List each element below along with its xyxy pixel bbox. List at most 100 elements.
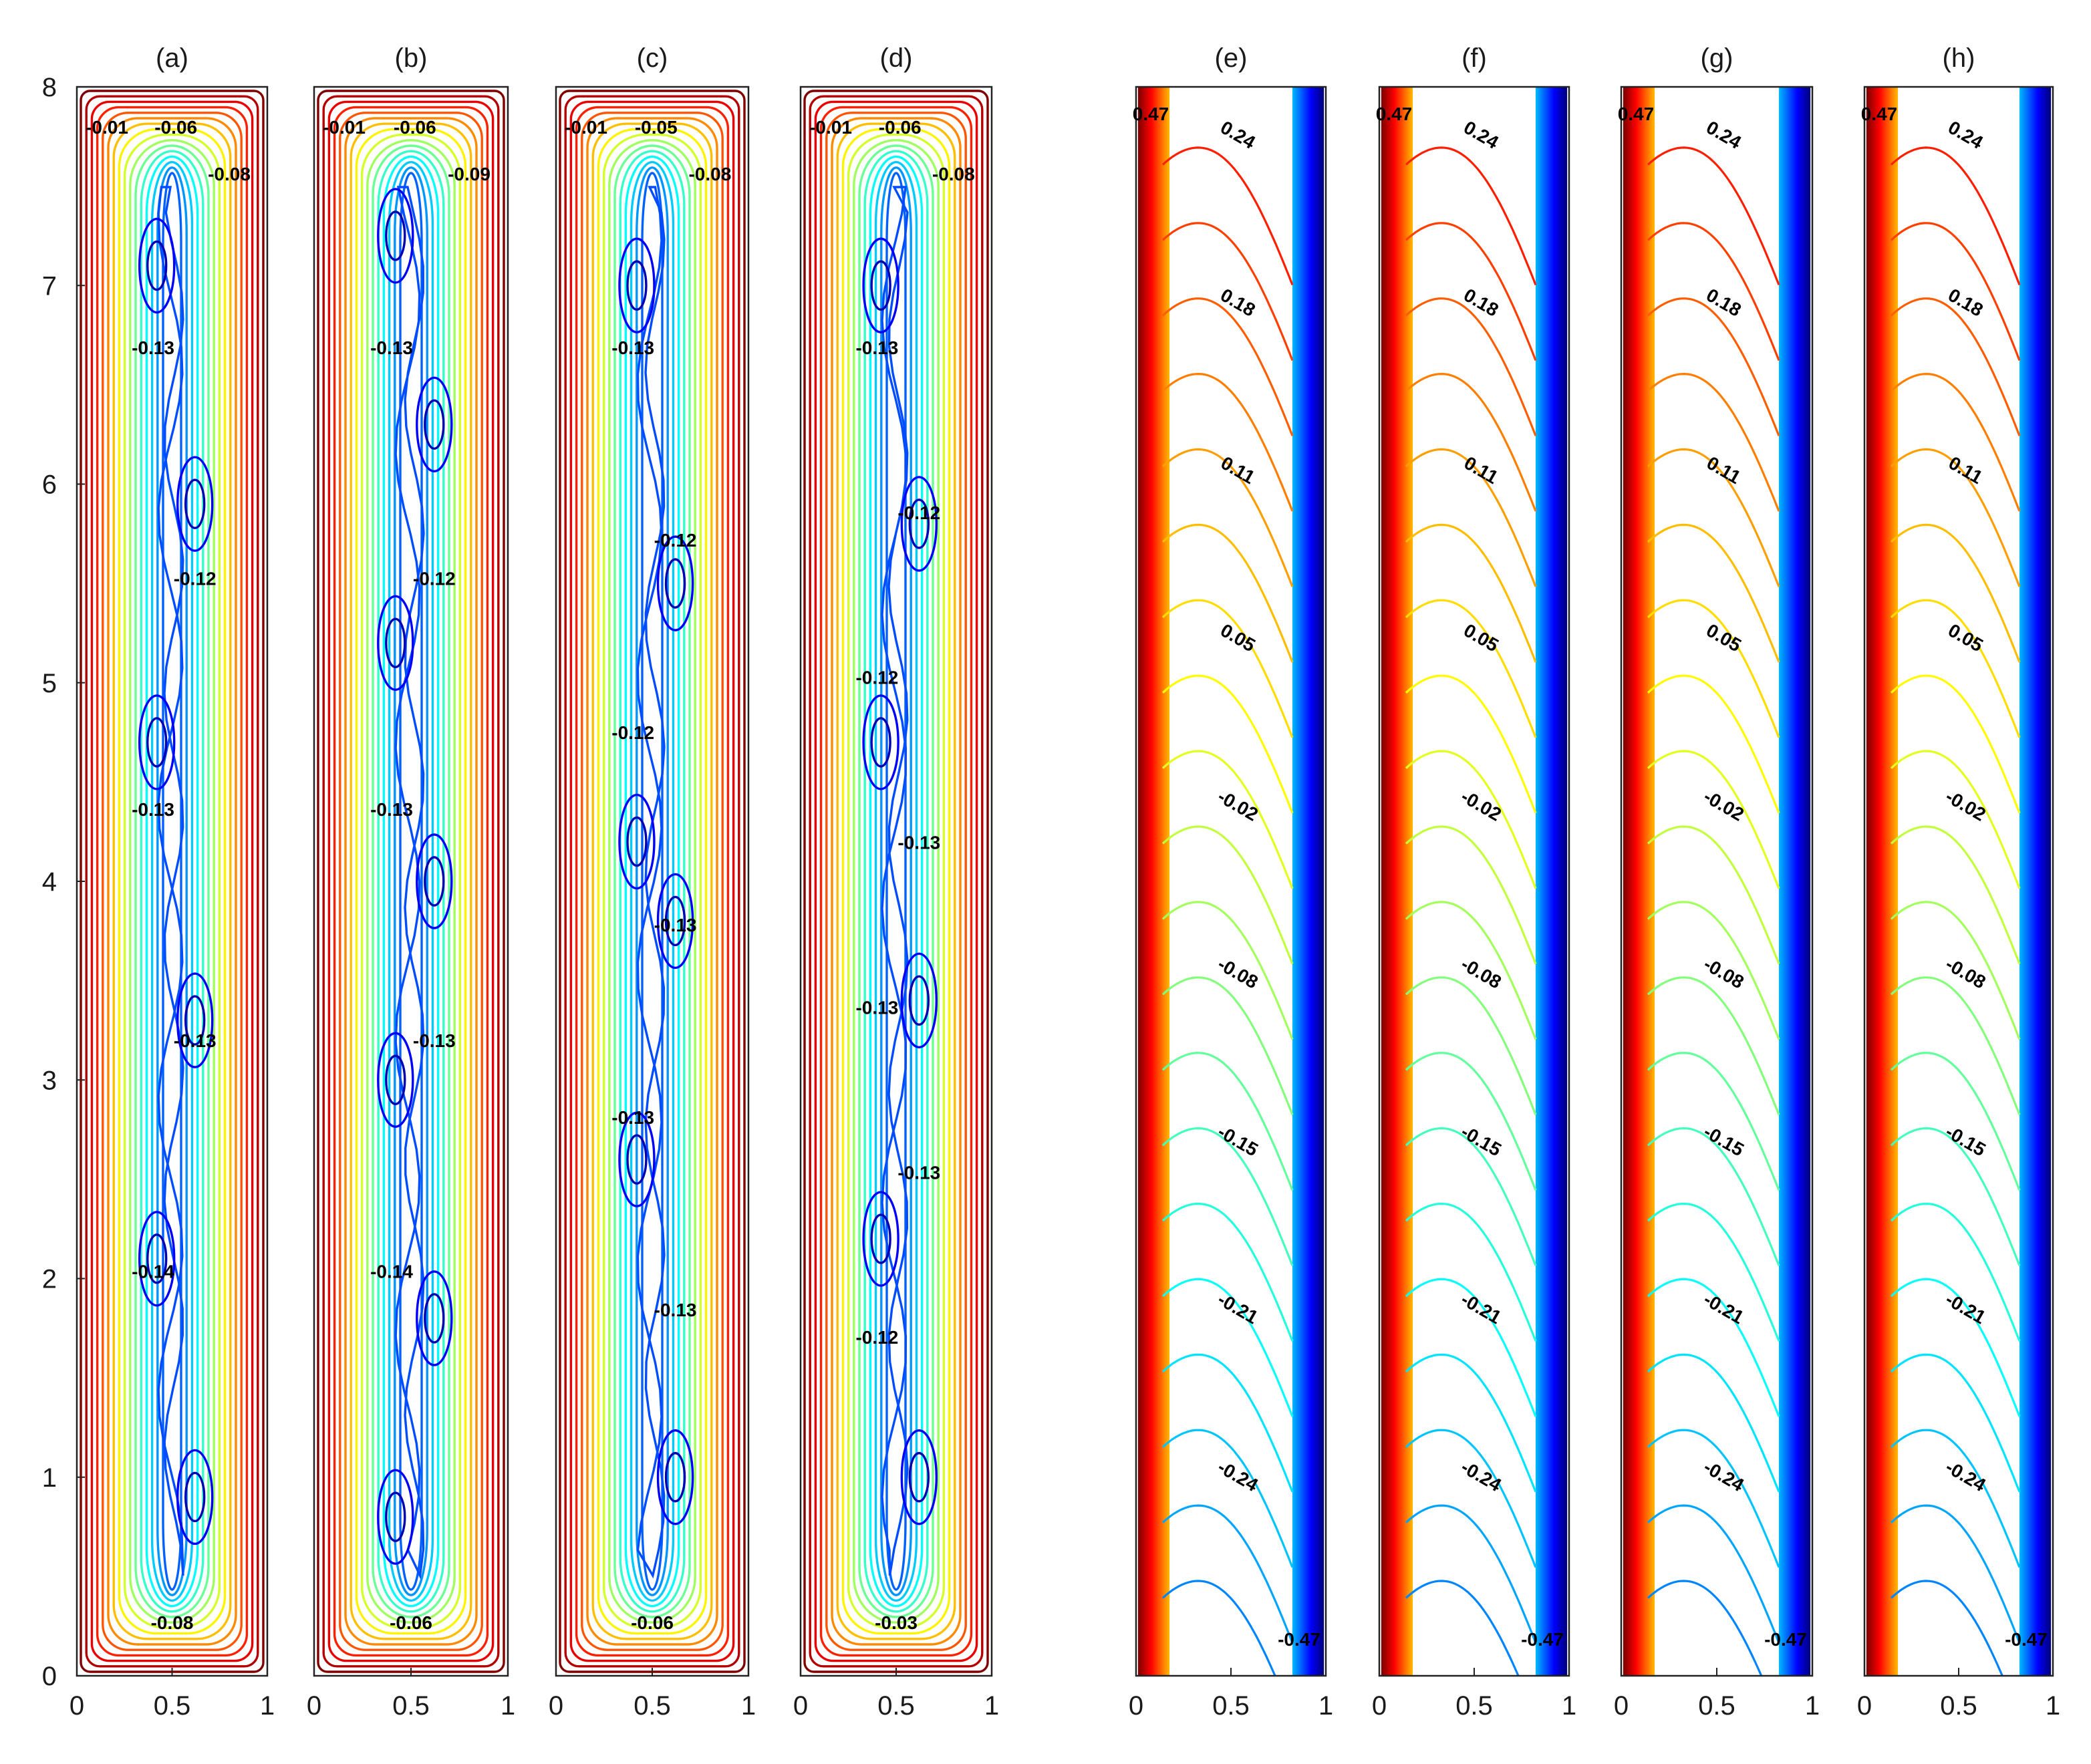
vortex-core	[656, 535, 694, 631]
contour-label: 0.24	[1460, 117, 1502, 153]
contour-label: -0.12	[855, 668, 898, 688]
contour-line	[1161, 1504, 1294, 1644]
contour-line	[636, 186, 666, 1579]
contour-line	[90, 100, 254, 1662]
contour-line	[1161, 674, 1294, 814]
contour-label: -0.12	[654, 530, 697, 551]
contour-line	[636, 166, 669, 1596]
contour-label: -0.09	[448, 164, 491, 184]
vortex-core	[664, 895, 686, 947]
vortex-core	[176, 456, 214, 552]
contour-lines	[317, 90, 505, 1673]
contour-label: -0.06	[154, 117, 197, 138]
contour-line	[586, 117, 718, 1646]
contour-label: -0.06	[631, 1612, 674, 1633]
panel-title: (g)	[1701, 43, 1733, 73]
contour-label: -0.13	[132, 799, 174, 820]
contour-label: -0.06	[394, 117, 436, 138]
vortex-core	[626, 260, 648, 311]
vortex-core	[176, 1449, 214, 1546]
contour-line	[869, 155, 924, 1608]
contour-line	[1161, 825, 1294, 965]
contour-line	[1890, 1429, 2021, 1568]
vortex-core	[900, 1429, 938, 1525]
vortex-core	[138, 694, 176, 790]
contour-line	[1890, 1127, 2021, 1266]
contour-lines	[559, 90, 746, 1673]
contour-label: 0.24	[1703, 117, 1745, 153]
contour-line	[1890, 1202, 2021, 1342]
contour-label: 0.11	[1218, 452, 1258, 488]
vortex-core	[618, 237, 656, 333]
contour-label: -0.02	[1700, 786, 1748, 825]
vortex-core	[618, 1111, 656, 1207]
contour-label: -0.02	[1214, 786, 1262, 825]
contour-line	[1405, 1202, 1537, 1342]
contour-line	[564, 95, 740, 1668]
contour-line	[1405, 750, 1537, 889]
vortex-core	[385, 210, 406, 261]
contour-line	[85, 95, 259, 1668]
contour-line	[1647, 976, 1780, 1115]
contour-label: -0.13	[654, 1300, 697, 1320]
contour-label: -0.21	[1214, 1289, 1262, 1328]
contour-line	[1890, 1504, 2021, 1644]
panel-b: (b) -0.01 -0.06 -0.09 -0.13 -0.12 -0.13 -0.13 -0…	[307, 43, 515, 1721]
x-tick-label: 1	[984, 1691, 999, 1721]
vortex-core	[416, 833, 453, 929]
contour-label: -0.08	[932, 164, 975, 184]
vortex-core	[908, 1452, 930, 1503]
contour-label: -0.12	[897, 502, 940, 523]
panel-g: (g)0.470.240.180.110.05-0.02-0.08-0.15-0…	[1614, 43, 1820, 1721]
contour-line	[1161, 222, 1294, 361]
vortex-core	[424, 399, 445, 450]
contour-line	[156, 166, 188, 1596]
vortex-core	[138, 217, 176, 314]
y-tick-label: 3	[42, 1066, 57, 1095]
contour-label: -0.24	[1700, 1457, 1748, 1496]
contour-line	[1405, 901, 1537, 1040]
contour-line	[841, 128, 951, 1635]
contour-label: -0.01	[809, 117, 852, 138]
contour-line	[145, 155, 199, 1608]
vortex-core	[870, 1213, 891, 1264]
contour-label: -0.21	[1942, 1289, 1989, 1328]
x-tick-label: 0.5	[392, 1691, 430, 1721]
contour-line	[1647, 372, 1780, 512]
vortex-core	[146, 240, 168, 291]
contour-line	[1161, 976, 1294, 1115]
contour-label: -0.24	[1942, 1457, 1989, 1496]
contour-label: 0.18	[1460, 285, 1502, 321]
contour-line	[581, 112, 724, 1651]
contour-line	[1161, 448, 1294, 587]
y-tick-label: 8	[42, 73, 57, 102]
contour-label: -0.01	[565, 117, 607, 138]
contour-line	[1647, 901, 1780, 1040]
vortex-core	[184, 1471, 206, 1523]
contour-label: -0.01	[86, 117, 128, 138]
panel-title: (b)	[395, 43, 428, 73]
contour-line	[1890, 297, 2021, 436]
vortex-core	[656, 873, 694, 970]
contour-line	[1647, 297, 1780, 436]
contour-line	[641, 172, 664, 1591]
contour-line	[1161, 1278, 1294, 1417]
contour-line	[1405, 1504, 1537, 1644]
contour-label: 0.11	[1461, 452, 1502, 488]
x-tick-label: 0	[69, 1691, 84, 1721]
contour-line	[1405, 1580, 1520, 1676]
contour-line	[1161, 1127, 1294, 1266]
contour-line	[102, 112, 243, 1651]
contour-line	[1161, 1052, 1294, 1191]
contour-line	[1890, 825, 2021, 965]
y-tick-label: 6	[42, 470, 57, 500]
vortex-core	[626, 1134, 648, 1185]
y-tick-label: 1	[42, 1463, 57, 1493]
contour-line	[157, 186, 184, 1576]
contour-line	[1890, 976, 2021, 1115]
contour-line	[880, 166, 912, 1596]
contour-line	[1405, 1127, 1537, 1266]
contour-label: -0.13	[413, 1030, 456, 1051]
contour-line	[1890, 750, 2021, 889]
